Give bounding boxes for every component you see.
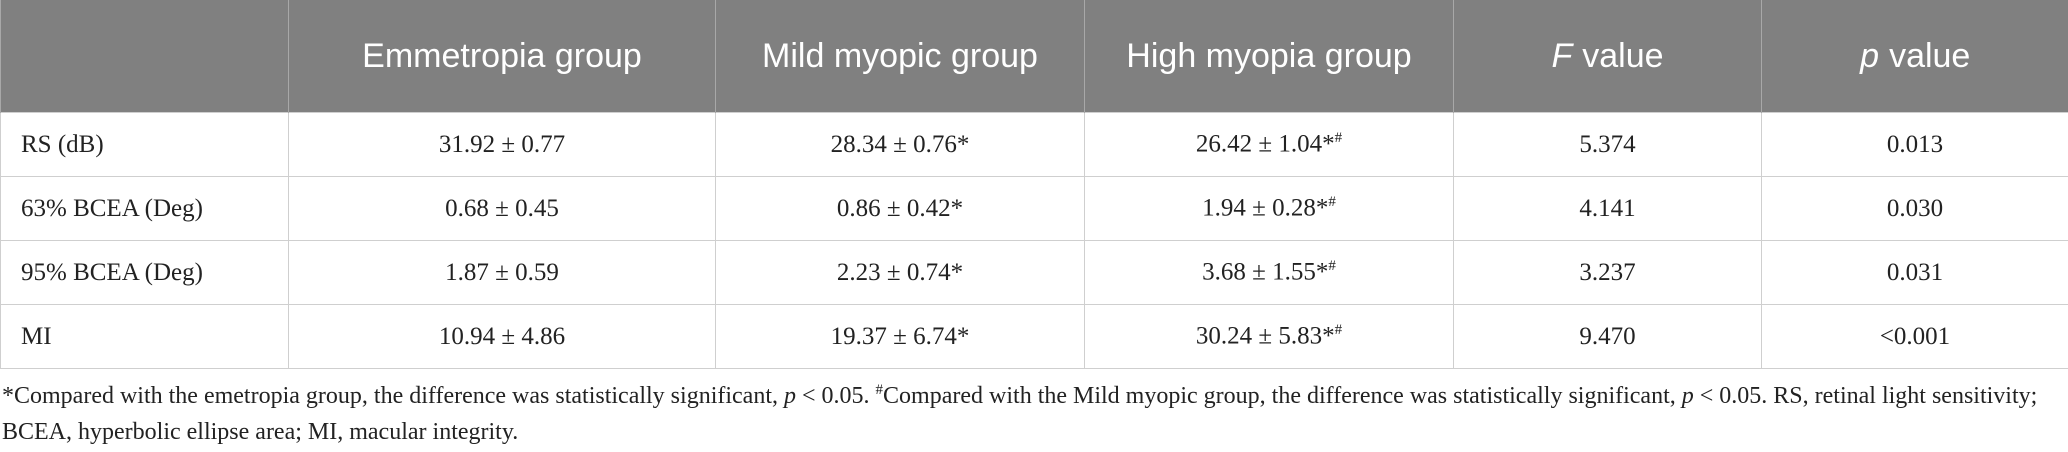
table-row: MI 10.94 ± 4.86 19.37 ± 6.74* 30.24 ± 5.83*… — [0, 304, 2068, 369]
table-row: RS (dB) 31.92 ± 0.77 28.34 ± 0.76* 26.42 ± … — [0, 112, 2068, 177]
table-body: RS (dB) 31.92 ± 0.77 28.34 ± 0.76* 26.42 ± … — [0, 112, 2068, 369]
row-label: RS (dB) — [0, 112, 289, 177]
table-cell: 4.141 — [1453, 176, 1762, 241]
cell-value: 26.42 ± 1.04* — [1195, 130, 1335, 158]
table-cell: 30.24 ± 5.83*# — [1084, 304, 1454, 369]
cell-value: 30.24 ± 5.83* — [1195, 322, 1335, 350]
footnote-text: Compared with the Mild myopic group, the… — [883, 383, 1682, 409]
table-cell: 1.87 ± 0.59 — [288, 240, 716, 305]
table-cell: 26.42 ± 1.04*# — [1084, 112, 1454, 177]
header-variable: F — [1551, 37, 1573, 75]
header-text: value — [1582, 37, 1664, 75]
cell-superscript: # — [1328, 194, 1336, 211]
data-table: Emmetropia group Mild myopic group High my… — [0, 0, 2068, 369]
footnote-text: < 0.05. RS, retinal light sensitivity; B… — [2, 383, 2038, 445]
table-cell: 0.031 — [1761, 240, 2068, 305]
footnote-text: p — [784, 383, 796, 409]
footnote-text: < 0.05. — [796, 383, 876, 409]
table-cell: 0.013 — [1761, 112, 2068, 177]
table-cell: 0.030 — [1761, 176, 2068, 241]
cell-superscript: # — [1328, 258, 1336, 275]
row-label: MI — [0, 304, 289, 369]
cell-superscript: # — [1334, 322, 1343, 339]
footnote-text: # — [875, 382, 884, 398]
row-label: 63% BCEA (Deg) — [0, 176, 289, 241]
header-cell — [0, 0, 289, 113]
table-cell: 0.68 ± 0.45 — [288, 176, 716, 241]
footnote: *Compared with the emetropia group, the … — [2, 372, 2062, 450]
cell-superscript: # — [1334, 130, 1343, 147]
table-cell: <0.001 — [1761, 304, 2068, 369]
header-text: value — [1889, 37, 1971, 75]
table-cell: 3.68 ± 1.55*# — [1084, 240, 1454, 305]
header-variable: p — [1860, 37, 1880, 75]
table-cell: 1.94 ± 0.28*# — [1084, 176, 1454, 241]
table-cell: 10.94 ± 4.86 — [288, 304, 716, 369]
header-row: Emmetropia group Mild myopic group High my… — [0, 0, 2068, 113]
table-row: 95% BCEA (Deg) 1.87 ± 0.59 2.23 ± 0.74* 3.6… — [0, 240, 2068, 305]
row-label: 95% BCEA (Deg) — [0, 240, 289, 305]
table-cell: 31.92 ± 0.77 — [288, 112, 716, 177]
cell-value: 3.68 ± 1.55* — [1202, 258, 1329, 286]
cell-value: 1.94 ± 0.28* — [1202, 194, 1329, 222]
table-row: 63% BCEA (Deg) 0.68 ± 0.45 0.86 ± 0.42* 1.9… — [0, 176, 2068, 241]
header-cell: Emmetropia group — [288, 0, 716, 113]
footnote-text: p — [1681, 383, 1694, 409]
header-cell: Mild myopic group — [715, 0, 1085, 113]
table-cell: 9.470 — [1453, 304, 1762, 369]
table-cell: 28.34 ± 0.76* — [715, 112, 1085, 177]
table-cell: 2.23 ± 0.74* — [715, 240, 1085, 305]
table-cell: 19.37 ± 6.74* — [715, 304, 1085, 369]
header-cell: High myopia group — [1084, 0, 1454, 113]
table-cell: 0.86 ± 0.42* — [715, 176, 1085, 241]
header-cell: p value — [1761, 0, 2068, 113]
table-cell: 5.374 — [1453, 112, 1762, 177]
footnote-text: *Compared with the emetropia group, the … — [2, 383, 784, 409]
table-cell: 3.237 — [1453, 240, 1762, 305]
